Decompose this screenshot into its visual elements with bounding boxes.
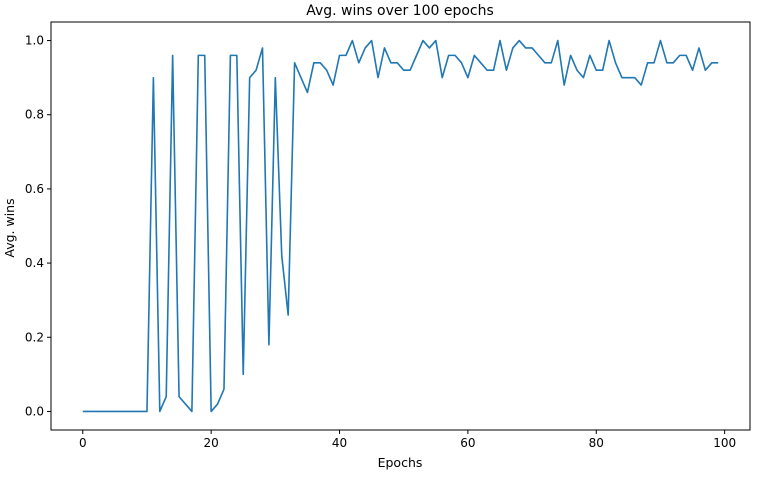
series-layer (82, 39, 719, 413)
x-tick-label: 40 (332, 436, 347, 450)
plot-area (50, 21, 751, 431)
x-tick-label: 60 (460, 436, 475, 450)
y-tick-label: 0.8 (25, 108, 44, 122)
x-axis-label: Epochs (378, 455, 423, 470)
y-tick-label: 0.4 (25, 256, 44, 270)
x-tick-label: 0 (79, 436, 87, 450)
chart-title: Avg. wins over 100 epochs (306, 3, 494, 19)
y-axis-label: Avg. wins (2, 198, 17, 257)
y-tick-label: 0.0 (25, 404, 44, 418)
y-tick-label: 1.0 (25, 34, 44, 48)
x-axis: 0 20 40 60 80 100 (79, 430, 736, 450)
y-axis: 0.0 0.2 0.4 0.6 0.8 1.0 (25, 34, 51, 418)
x-tick-label: 100 (713, 436, 736, 450)
y-tick-label: 0.2 (25, 330, 44, 344)
x-tick-label: 20 (204, 436, 219, 450)
series-line (82, 39, 719, 413)
x-tick-label: 80 (589, 436, 604, 450)
y-tick-label: 0.6 (25, 182, 44, 196)
